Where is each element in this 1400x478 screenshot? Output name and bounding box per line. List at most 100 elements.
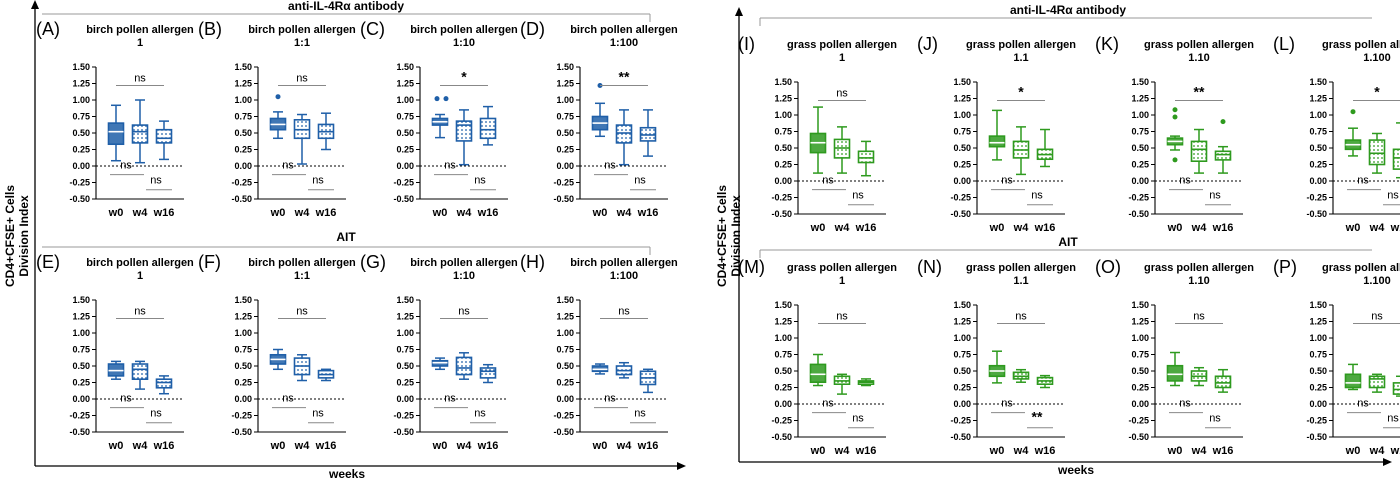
sig-w0-w4-label: ns (1001, 175, 1013, 187)
box-w16 (317, 112, 335, 151)
y-tick-label: 1.00 (953, 110, 971, 120)
left-x-label: weeks (328, 467, 365, 478)
y-tick-label: 0.25 (774, 160, 792, 170)
y-tick-label: -0.50 (950, 432, 971, 442)
x-tick-label: w4 (456, 440, 473, 452)
y-tick-label: 1.25 (72, 312, 90, 322)
x-tick-label: w4 (1191, 222, 1208, 234)
y-tick-label: 0.50 (396, 361, 414, 371)
outlier-point (1172, 157, 1178, 163)
y-tick-label: 0.50 (556, 128, 574, 138)
sig-w4-w16-label: ns (1209, 412, 1221, 424)
y-tick-label: 0.50 (234, 361, 252, 371)
y-tick-label: 0.50 (953, 366, 971, 376)
sig-w4-w16-label: ns (634, 174, 646, 186)
x-tick-label: w4 (1369, 445, 1386, 457)
y-tick-label: 1.50 (1309, 300, 1327, 310)
panel-subtitle: 1:1 (294, 37, 310, 49)
box-iqr (1214, 150, 1232, 161)
y-tick-label: 1.25 (234, 312, 252, 322)
x-tick-label: w4 (294, 207, 311, 219)
sig-top-label: ns (1015, 311, 1027, 323)
left-y-label-1: CD4+CFSE+ Cells (3, 185, 17, 287)
y-tick-label: -0.50 (1306, 432, 1327, 442)
sig-w4-w16-label: ns (1031, 189, 1043, 201)
panel-subtitle: 1.100 (1363, 52, 1391, 64)
x-tick-label: w0 (108, 207, 124, 219)
y-tick-label: 1.00 (72, 328, 90, 338)
panel-letter: (N) (917, 257, 942, 277)
y-tick-label: 1.50 (396, 295, 414, 305)
panel-title: grass pollen allergen (966, 39, 1076, 51)
y-tick-label: 0.75 (556, 345, 574, 355)
box-iqr (1214, 375, 1232, 389)
y-tick-label: -0.50 (1128, 432, 1149, 442)
panel-letter: (L) (1273, 34, 1295, 54)
y-tick-label: 0.75 (72, 345, 90, 355)
box-iqr (455, 356, 473, 376)
y-tick-label: 0.00 (953, 176, 971, 186)
box-w16 (639, 368, 657, 394)
outlier-point (1220, 119, 1226, 125)
panel-subtitle: 1:1 (294, 270, 310, 282)
y-tick-label: -0.50 (231, 427, 252, 437)
panel-letter: (F) (198, 252, 221, 272)
sig-top-label: ** (1194, 84, 1205, 100)
x-tick-label: w0 (432, 440, 448, 452)
panel-letter: (B) (198, 19, 222, 39)
y-tick-label: 0.50 (72, 361, 90, 371)
sig-w4-w16-label: ns (1387, 412, 1399, 424)
sig-w4-w16-label: ns (634, 407, 646, 419)
y-tick-label: 1.00 (396, 95, 414, 105)
right-figure: anti-IL-4Rα antibody AIT CD4+CFSE+ Cells… (715, 3, 1392, 477)
sig-w4-w16-label: ns (474, 174, 486, 186)
box-w0 (431, 357, 449, 371)
box-w0 (107, 360, 125, 380)
box-w0 (591, 82, 609, 138)
box-w4 (455, 109, 473, 166)
box-iqr (1392, 382, 1400, 395)
box-w4 (833, 373, 851, 395)
panel-subtitle: 1 (839, 52, 845, 64)
x-tick-label: w0 (1167, 222, 1183, 234)
y-tick-label: -0.50 (393, 194, 414, 204)
x-tick-label: w16 (477, 440, 499, 452)
box-w4 (131, 360, 149, 390)
y-tick-label: 1.00 (234, 328, 252, 338)
y-tick-label: 0.25 (953, 383, 971, 393)
sig-w0-w4-label: ns (282, 160, 294, 172)
sig-w4-w16-label: ns (852, 189, 864, 201)
box-iqr (479, 367, 497, 379)
box-w0 (1344, 109, 1362, 157)
y-tick-label: 1.25 (556, 79, 574, 89)
box-iqr (1344, 373, 1362, 389)
right-x-label: weeks (1057, 463, 1094, 477)
box-iqr (615, 124, 633, 144)
box-w4 (455, 352, 473, 380)
y-tick-label: 1.50 (774, 77, 792, 87)
y-tick-label: 0.75 (556, 112, 574, 122)
y-tick-label: 0.00 (396, 161, 414, 171)
y-tick-label: 1.50 (953, 300, 971, 310)
box-w0 (1166, 107, 1184, 163)
outlier-point (1350, 109, 1356, 115)
x-tick-label: w0 (1345, 222, 1361, 234)
y-tick-label: -0.25 (553, 411, 574, 421)
box-w0 (988, 109, 1006, 161)
panel-title: birch pollen allergen (248, 24, 356, 36)
sig-top-label: ns (296, 73, 308, 85)
y-tick-label: 0.75 (72, 112, 90, 122)
sig-w4-w16-label: ns (312, 174, 324, 186)
y-tick-label: 0.25 (72, 378, 90, 388)
x-tick-label: w16 (315, 207, 337, 219)
panels: (A) birch pollen allergen11.501.251.000.7… (36, 19, 1400, 457)
sig-w4-w16-label: ns (852, 412, 864, 424)
outlier-point (1172, 114, 1178, 120)
y-tick-label: 0.75 (1131, 350, 1149, 360)
y-tick-label: 1.50 (1131, 77, 1149, 87)
y-tick-label: 1.00 (1131, 333, 1149, 343)
